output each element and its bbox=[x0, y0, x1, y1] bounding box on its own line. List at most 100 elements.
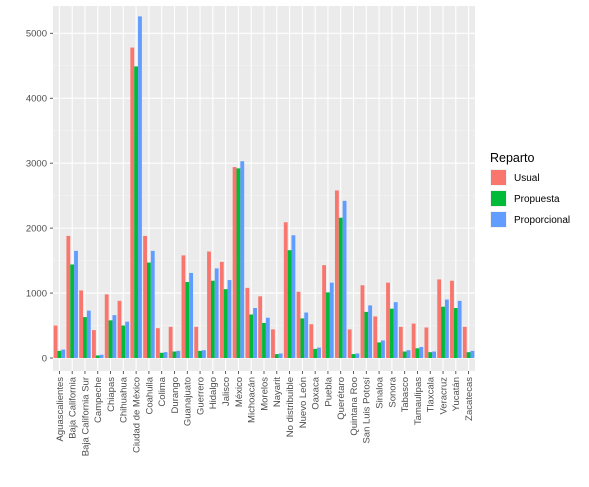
x-tick-label: Puebla bbox=[323, 376, 334, 406]
x-tick-label: Durango bbox=[170, 377, 181, 413]
bar bbox=[74, 250, 78, 359]
bar bbox=[329, 282, 334, 359]
bar bbox=[389, 308, 394, 359]
legend: Reparto Usual Propuesta Proporcional bbox=[490, 151, 570, 228]
bar bbox=[66, 235, 71, 359]
x-tick-label: No distribuible bbox=[285, 377, 296, 437]
bar bbox=[57, 350, 62, 359]
x-tick-label: Guerrero bbox=[195, 377, 206, 415]
bar bbox=[198, 350, 202, 359]
bar bbox=[360, 285, 365, 359]
bar bbox=[92, 330, 96, 359]
bar bbox=[194, 326, 199, 359]
bar bbox=[386, 282, 390, 359]
bar bbox=[155, 328, 160, 359]
bar bbox=[342, 200, 347, 359]
legend-label: Propuesta bbox=[514, 194, 560, 205]
legend-key-swatch bbox=[491, 191, 506, 206]
y-tick-label: 5000 bbox=[26, 29, 47, 40]
y-tick-label: 2000 bbox=[26, 223, 47, 234]
bar bbox=[287, 250, 292, 359]
bar bbox=[99, 354, 104, 359]
bar bbox=[227, 280, 232, 359]
bar bbox=[143, 235, 147, 359]
bar bbox=[232, 167, 237, 359]
bar bbox=[411, 323, 416, 359]
bar bbox=[214, 268, 219, 359]
bar bbox=[146, 262, 151, 359]
bar bbox=[240, 161, 245, 359]
bar bbox=[181, 255, 186, 359]
x-tick-label: Nuevo León bbox=[298, 377, 309, 428]
bar bbox=[201, 350, 206, 359]
x-tick-label: Baja California bbox=[68, 376, 79, 438]
bar bbox=[419, 346, 424, 359]
bar bbox=[402, 351, 407, 359]
bar bbox=[70, 264, 75, 359]
x-tick-label: Zacatecas bbox=[464, 377, 475, 421]
x-tick-label: Coahuila bbox=[144, 376, 155, 414]
y-axis: 0 1000 2000 3000 4000 5000 bbox=[26, 29, 53, 364]
bar bbox=[172, 351, 177, 359]
bar bbox=[368, 305, 373, 359]
bar bbox=[117, 300, 122, 359]
bar bbox=[432, 351, 436, 359]
bar bbox=[253, 308, 257, 359]
x-tick-label: Morelos bbox=[259, 377, 270, 411]
y-tick-label: 1000 bbox=[26, 288, 47, 299]
bar bbox=[437, 279, 442, 359]
bar bbox=[95, 355, 100, 359]
bar bbox=[441, 306, 445, 359]
legend-title: Reparto bbox=[490, 151, 535, 165]
bar bbox=[125, 321, 130, 359]
bar bbox=[444, 299, 449, 359]
bar bbox=[313, 348, 318, 359]
x-tick-label: México bbox=[234, 377, 245, 407]
bar bbox=[470, 350, 475, 359]
bar bbox=[393, 302, 398, 359]
x-tick-label: Tamaulipas bbox=[413, 377, 424, 425]
bar bbox=[296, 291, 301, 359]
bar bbox=[291, 235, 296, 359]
bar bbox=[364, 311, 369, 359]
bar bbox=[176, 350, 181, 359]
bar bbox=[466, 352, 471, 359]
bar bbox=[219, 261, 224, 359]
x-tick-label: Chihuahua bbox=[119, 376, 130, 423]
bar bbox=[249, 314, 254, 359]
y-tick-label: 4000 bbox=[26, 94, 47, 105]
bar bbox=[355, 353, 360, 359]
x-tick-label: Querétaro bbox=[336, 377, 347, 420]
x-tick-label: Tlaxcala bbox=[426, 376, 437, 412]
bar bbox=[223, 289, 228, 359]
bar bbox=[300, 318, 305, 359]
bar bbox=[138, 16, 142, 359]
bar bbox=[207, 251, 211, 359]
legend-label: Proporcional bbox=[514, 215, 570, 226]
bar bbox=[450, 280, 454, 359]
bar bbox=[189, 272, 194, 359]
x-tick-label: Quintana Roo bbox=[349, 377, 360, 436]
bar bbox=[83, 317, 87, 359]
bar bbox=[351, 354, 356, 359]
bar bbox=[274, 354, 279, 359]
bar bbox=[278, 353, 283, 359]
bar bbox=[236, 168, 241, 359]
bar bbox=[398, 326, 403, 359]
bar bbox=[326, 292, 330, 359]
x-tick-label: Sonora bbox=[387, 376, 398, 407]
bar bbox=[304, 312, 309, 359]
bar bbox=[79, 290, 84, 359]
x-tick-label: Colima bbox=[157, 376, 168, 406]
bar bbox=[424, 327, 429, 359]
bar bbox=[245, 287, 250, 359]
bar bbox=[61, 349, 66, 359]
bar bbox=[86, 310, 91, 359]
bar bbox=[104, 294, 109, 359]
x-tick-label: Chiapas bbox=[106, 377, 117, 412]
bar bbox=[150, 250, 155, 359]
x-tick-label: Guanajuato bbox=[183, 377, 194, 426]
bar bbox=[283, 222, 288, 359]
x-tick-label: Hidalgo bbox=[208, 377, 219, 409]
bar bbox=[338, 217, 343, 359]
